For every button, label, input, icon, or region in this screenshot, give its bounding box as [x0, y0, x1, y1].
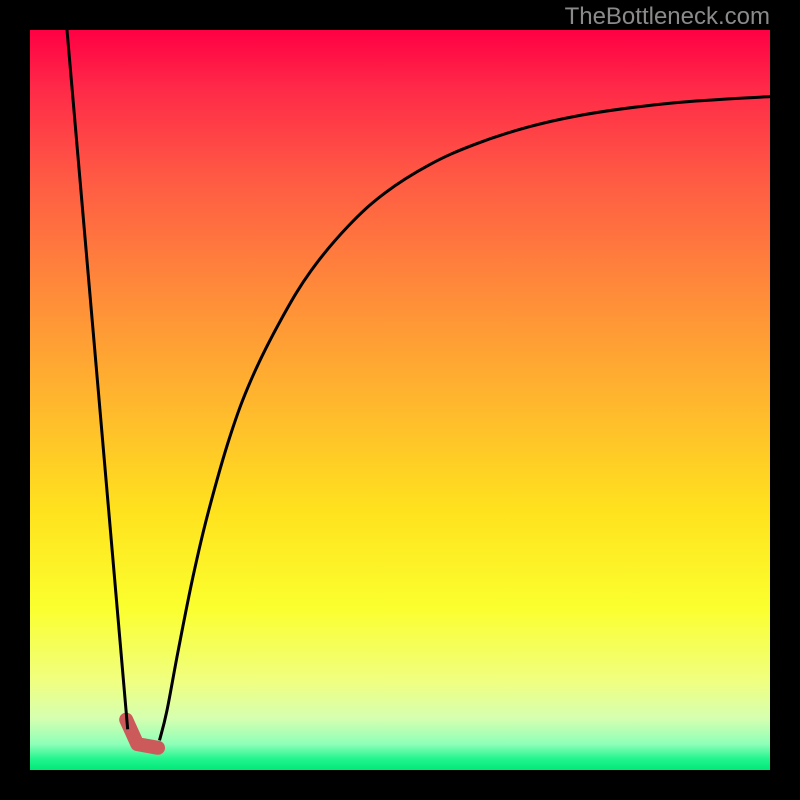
chart-container: TheBottleneck.com: [0, 0, 800, 800]
chart-curves: [30, 30, 770, 770]
curve-left: [67, 30, 128, 729]
watermark-text: TheBottleneck.com: [565, 3, 770, 31]
curve-right: [160, 97, 771, 741]
plot-area: [30, 30, 770, 770]
bottleneck-marker: [126, 720, 158, 748]
